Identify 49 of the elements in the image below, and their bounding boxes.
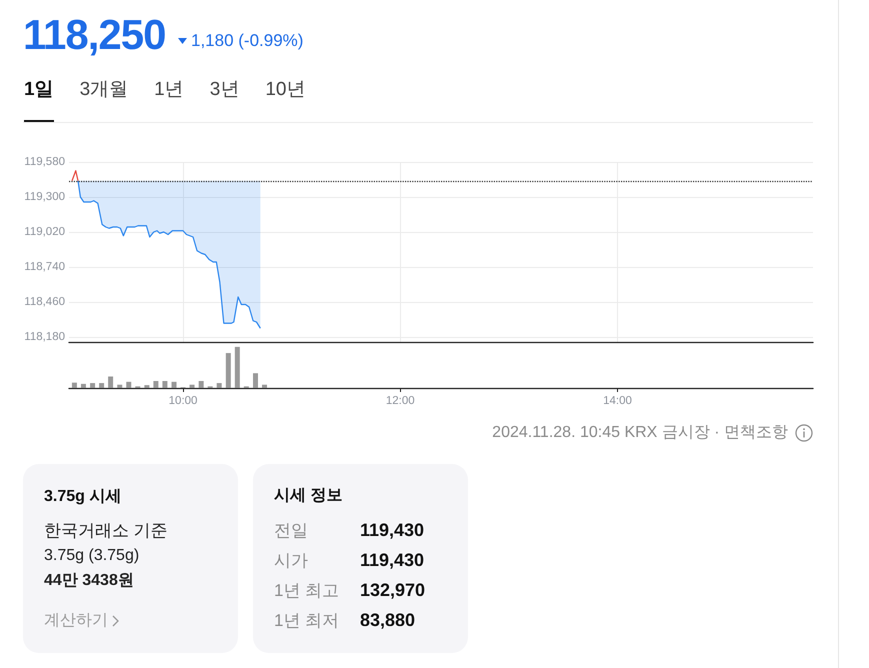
text: 1년 최저 — [274, 610, 340, 632]
text: 132,970 — [360, 580, 426, 602]
text: 119,430 — [360, 520, 424, 542]
bar — [144, 385, 150, 388]
y-tick-label: 118,740 — [24, 261, 65, 273]
text: 118,250 — [23, 11, 166, 58]
text: 3개월 — [80, 79, 128, 100]
bar — [108, 376, 114, 388]
y-tick-label: 118,180 — [24, 331, 65, 343]
text: 2024.11.28. 10:45 KRX 금시장 · 면책조항 — [492, 424, 788, 442]
text: 3년 — [210, 79, 240, 100]
bar — [90, 383, 96, 388]
bar — [198, 381, 204, 388]
text: 1일 — [24, 79, 54, 100]
text: 1,180 (-0.99%) — [191, 31, 304, 50]
bar — [99, 383, 104, 388]
text: 83,880 — [360, 610, 416, 632]
text: 3.75g 시세 — [44, 487, 122, 507]
bar — [190, 384, 195, 388]
text: 계산하기 — [44, 611, 108, 631]
bar — [262, 384, 268, 388]
x-tick-label: 10:00 — [168, 395, 198, 407]
text: 한국거래소 기준 — [44, 520, 168, 542]
text: 119,430 — [360, 550, 424, 572]
text: 10년 — [265, 79, 306, 100]
text: 44만 3438원 — [44, 571, 134, 591]
y-tick-label: 119,580 — [24, 156, 65, 168]
text: 시세 정보 — [274, 486, 342, 506]
x-tick-label: 12:00 — [386, 395, 415, 407]
bar — [226, 353, 231, 388]
text: 1년 최고 — [274, 580, 340, 602]
bar — [162, 381, 168, 388]
text: 3.75g (3.75g) — [44, 546, 140, 566]
bar — [80, 384, 86, 388]
text: 시가 — [274, 550, 308, 572]
bar — [117, 384, 122, 388]
y-tick-label: 119,300 — [24, 191, 65, 203]
x-tick-label: 14:00 — [603, 395, 632, 407]
bar — [72, 382, 77, 388]
y-tick-label: 119,020 — [24, 226, 65, 238]
bar — [153, 381, 158, 388]
y-tick-label: 118,460 — [24, 296, 65, 308]
text: 전일 — [274, 520, 308, 542]
bar — [252, 373, 258, 388]
bar — [216, 383, 222, 388]
text: 1년 — [154, 79, 184, 100]
bar — [172, 382, 177, 388]
bar — [234, 346, 240, 388]
bar — [126, 382, 132, 388]
